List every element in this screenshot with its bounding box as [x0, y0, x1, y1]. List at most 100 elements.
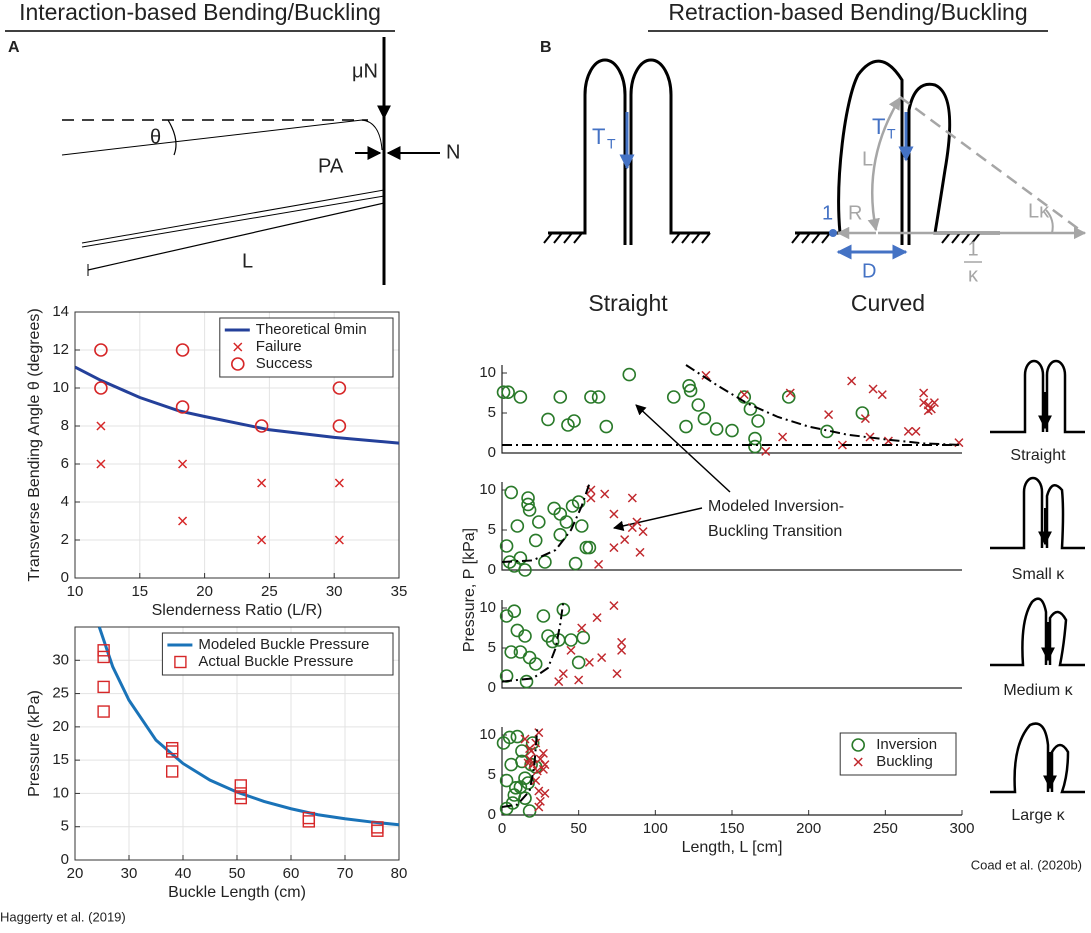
- axes: [501, 727, 962, 816]
- y-axis-label: Transverse Bending Angle θ (degrees): [26, 308, 43, 581]
- label: D: [862, 260, 876, 282]
- marker-x: [540, 788, 550, 798]
- marker-x: [638, 527, 648, 537]
- marker-circle: [513, 551, 528, 565]
- marker-circle: [518, 791, 532, 806]
- marker-circle: [725, 423, 739, 438]
- x-tick-label: 30: [121, 865, 138, 882]
- marker-circle: [231, 357, 245, 371]
- marker-x: [609, 601, 619, 611]
- x-tick-label: 25: [261, 583, 278, 600]
- x-tick-label: 35: [391, 583, 408, 600]
- marker-x: [534, 728, 544, 738]
- marker-circle: [175, 343, 190, 357]
- marker-circle: [584, 390, 598, 404]
- x-tick-label: 250: [873, 820, 898, 837]
- x-tick-label: 30: [326, 583, 343, 600]
- marker-x: [586, 493, 596, 503]
- marker-x: [554, 677, 564, 687]
- y-tick-label: 10: [479, 599, 496, 616]
- marker-x: [877, 390, 887, 400]
- y-tick-label: 12: [52, 341, 69, 358]
- marker-x: [178, 459, 188, 469]
- y-tick-label: 0: [61, 851, 69, 868]
- marker-x: [824, 410, 834, 420]
- marker-square: [97, 650, 110, 664]
- y-tick-label: 5: [488, 639, 496, 656]
- marker-circle: [254, 419, 269, 433]
- marker-circle: [507, 604, 522, 619]
- marker-x: [883, 436, 893, 446]
- x-tick-label: 300: [949, 820, 974, 837]
- legend-label: Failure: [256, 338, 302, 355]
- marker-x: [926, 404, 936, 414]
- marker-x: [635, 547, 645, 557]
- marker-circle: [781, 390, 796, 404]
- x-tick-label: 0: [498, 820, 506, 837]
- x-axis-label: Length, L [cm]: [682, 839, 783, 856]
- marker-circle: [576, 630, 591, 645]
- marker-circle: [522, 503, 537, 517]
- y-axis-label: Pressure (kPa): [26, 690, 43, 797]
- marker-circle: [528, 533, 543, 548]
- marker-square: [174, 655, 187, 669]
- marker-x: [233, 342, 243, 352]
- marker-circle: [510, 729, 525, 744]
- marker-x: [860, 414, 870, 424]
- legend-label: Theoretical θmin: [256, 321, 367, 338]
- y-axis-label: Pressure, P [kPa]: [461, 528, 478, 652]
- label: Lκ: [1028, 200, 1050, 222]
- marker-x: [540, 760, 550, 770]
- marker-x: [334, 478, 344, 488]
- marker-circle: [751, 414, 765, 428]
- marker-circle: [679, 419, 693, 434]
- header: Retraction-based Bending/Buckling: [668, 0, 1027, 25]
- marker-circle: [531, 515, 546, 529]
- marker-circle: [518, 629, 532, 643]
- marker-x: [600, 489, 610, 499]
- y-tick-label: 14: [52, 303, 69, 320]
- panel-label: A: [8, 39, 20, 56]
- marker-circle: [499, 539, 514, 553]
- legend-label: Modeled Buckle Pressure: [198, 636, 369, 653]
- x-tick-label: 20: [196, 583, 213, 600]
- marker-x: [620, 535, 630, 545]
- marker-x: [534, 802, 544, 812]
- legend-label: Success: [256, 355, 313, 372]
- side-label: Large κ: [1011, 807, 1065, 824]
- marker-square: [234, 779, 247, 792]
- label: μN: [352, 60, 378, 82]
- marker-circle: [591, 390, 606, 404]
- y-tick-label: 0: [488, 679, 496, 696]
- marker-circle: [513, 645, 528, 659]
- marker-square: [302, 815, 316, 828]
- marker-circle: [94, 343, 108, 357]
- y-tick-label: 10: [52, 379, 69, 396]
- axes-frame: [74, 626, 400, 861]
- marker-circle: [499, 609, 514, 623]
- credit: Coad et al. (2020b): [971, 857, 1082, 872]
- arrow: [635, 404, 731, 493]
- marker-circle: [528, 657, 543, 671]
- legend-box: [839, 732, 957, 776]
- y-tick-label: 20: [52, 718, 69, 735]
- marker-circle: [501, 385, 515, 400]
- label: Straight: [588, 290, 668, 316]
- marker-x: [592, 613, 602, 623]
- marker-x: [535, 796, 545, 806]
- y-tick-label: 25: [52, 685, 69, 702]
- x-tick-label: 200: [796, 820, 821, 837]
- y-tick-label: 0: [488, 444, 496, 461]
- x-tick-label: 15: [131, 583, 148, 600]
- marker-x: [538, 748, 548, 758]
- marker-x: [632, 517, 642, 527]
- series-line: [502, 601, 565, 683]
- diagram-b-straight: [543, 58, 711, 245]
- y-tick-label: 10: [479, 364, 496, 381]
- label: PA: [318, 155, 344, 177]
- marker-x: [868, 384, 878, 394]
- y-tick-label: 5: [488, 521, 496, 538]
- marker-square: [371, 824, 384, 837]
- legend-label: Actual Buckle Pressure: [198, 653, 353, 670]
- marker-circle: [510, 519, 525, 533]
